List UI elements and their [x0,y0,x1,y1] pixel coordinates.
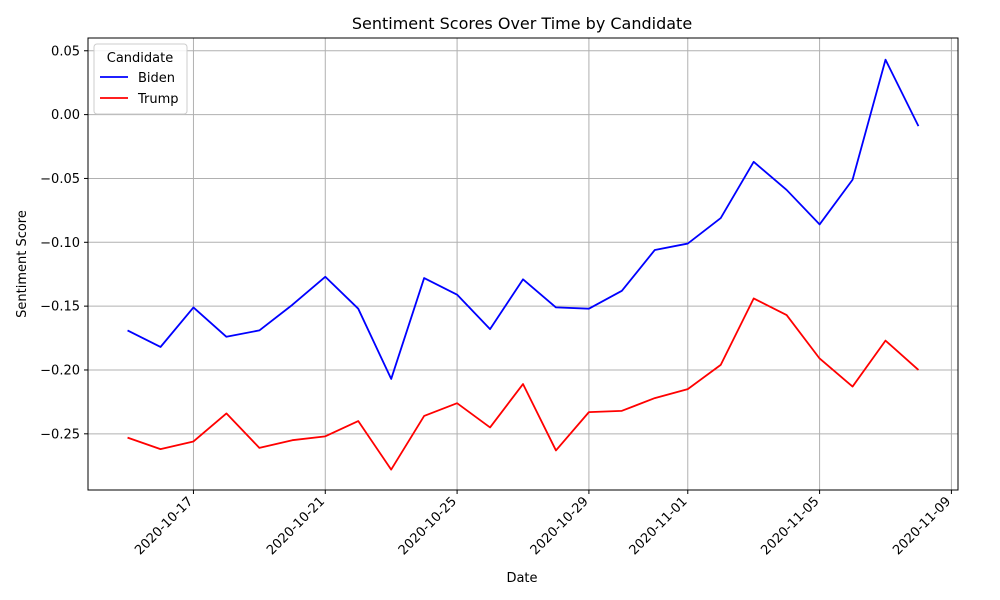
x-tick-label: 2020-10-29 [528,494,592,558]
legend-title: Candidate [107,51,173,66]
series-layer [127,58,920,471]
series-line-biden [127,58,920,380]
legend: Candidate Biden Trump [93,43,188,115]
plot-frame [87,37,959,491]
series-line-trump [127,297,920,471]
x-tick-label: 2020-10-17 [132,494,196,558]
x-tick-label: 2020-11-09 [890,494,954,558]
y-tick-label: 0.05 [51,44,80,59]
y-tick-label: −0.20 [40,363,80,378]
y-tick-label: −0.05 [40,172,80,187]
legend-label-trump: Trump [137,92,179,107]
x-axis: 2020-10-17 2020-10-21 2020-10-25 2020-10-29… [132,490,954,558]
y-tick-label: −0.25 [40,427,80,442]
legend-box [93,43,188,115]
y-tick-label: −0.15 [40,300,80,315]
y-axis: 0.05 0.00 −0.05 −0.10 −0.15 −0.20 −0.25 [40,44,88,442]
grid-lines [88,38,958,490]
x-tick-label: 2020-10-21 [264,494,328,558]
x-tick-label: 2020-10-25 [396,494,460,558]
legend-label-biden: Biden [138,71,175,86]
y-tick-label: −0.10 [40,236,80,251]
y-tick-label: 0.00 [51,108,80,123]
chart-title: Sentiment Scores Over Time by Candidate [352,14,692,33]
x-axis-title: Date [506,571,537,586]
y-axis-title: Sentiment Score [15,210,30,318]
x-tick-label: 2020-11-01 [627,494,691,558]
x-tick-label: 2020-11-05 [758,494,822,558]
